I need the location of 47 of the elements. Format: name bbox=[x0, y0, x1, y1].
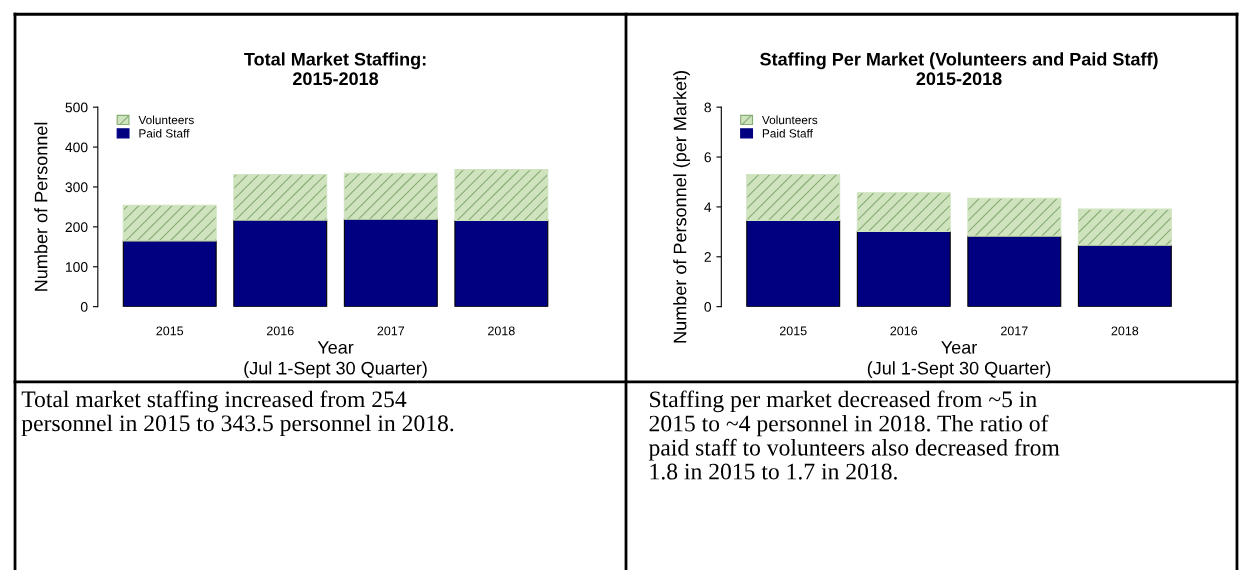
bar bbox=[343, 172, 438, 220]
y-axis-title: Number of Personnel (per Market) bbox=[673, 71, 690, 343]
x-tick-label: 2017 bbox=[1001, 326, 1028, 336]
x-axis-title: Year (Jul 1-Sept 30 Quarter) bbox=[244, 341, 427, 379]
legend-label: Paid Staff bbox=[762, 128, 813, 138]
bar bbox=[746, 173, 841, 221]
legend-label: Volunteers bbox=[138, 115, 194, 125]
bar bbox=[122, 204, 217, 242]
bar bbox=[967, 235, 1062, 307]
bar bbox=[746, 219, 841, 307]
bar bbox=[967, 197, 1062, 237]
bar bbox=[856, 192, 951, 232]
y-tick-label: 0 bbox=[704, 301, 712, 312]
bar bbox=[233, 219, 328, 307]
legend-label: Paid Staff bbox=[139, 128, 190, 138]
y-tick-label: 200 bbox=[65, 222, 88, 233]
y-tick-label: 400 bbox=[65, 142, 88, 153]
chart-title: Staffing Per Market (Volunteers and Paid Staff) 2015-2018 bbox=[760, 52, 1158, 86]
x-tick-label: 2018 bbox=[1111, 326, 1139, 336]
x-tick-label: 2016 bbox=[266, 326, 294, 336]
y-tick-label: 4 bbox=[704, 202, 712, 212]
y-tick-label: 2 bbox=[704, 252, 711, 262]
x-tick-label: 2016 bbox=[890, 326, 918, 336]
x-tick-label: 2018 bbox=[488, 326, 515, 336]
x-tick-label: 2015 bbox=[156, 326, 184, 336]
text: Total market staffing increased from 254 personnel in 2015 to 343.5 personnel in 2018. bbox=[21, 390, 454, 437]
y-tick-label: 8 bbox=[704, 102, 711, 113]
x-axis-title: Year (Jul 1-Sept 30 Quarter) bbox=[867, 341, 1051, 379]
bar bbox=[1077, 244, 1172, 307]
bar bbox=[343, 218, 438, 307]
chart-title: Total Market Staffing: 2015-2018 bbox=[244, 52, 426, 86]
bar bbox=[122, 240, 217, 307]
bar bbox=[454, 219, 549, 307]
bar bbox=[1077, 208, 1172, 246]
text: Staffing per market decreased from ~5 in 2015 to ~4 personnel in 2018. The ratio of paid staff to volunteers also decreased from 1.8 in 2015 to 1.7 in 2018. bbox=[648, 390, 1060, 480]
legend-label: Volunteers bbox=[761, 115, 818, 125]
y-tick-label: 100 bbox=[65, 262, 88, 272]
x-tick-label: 2015 bbox=[779, 326, 807, 336]
bar bbox=[454, 169, 549, 222]
y-tick-label: 0 bbox=[80, 301, 88, 312]
y-axis-title: Number of Personnel bbox=[34, 122, 48, 291]
x-tick-label: 2017 bbox=[377, 326, 405, 336]
y-tick-label: 500 bbox=[65, 102, 88, 113]
bar bbox=[233, 174, 328, 221]
y-tick-label: 300 bbox=[65, 182, 88, 193]
bar bbox=[856, 230, 951, 307]
y-tick-label: 6 bbox=[704, 152, 711, 163]
